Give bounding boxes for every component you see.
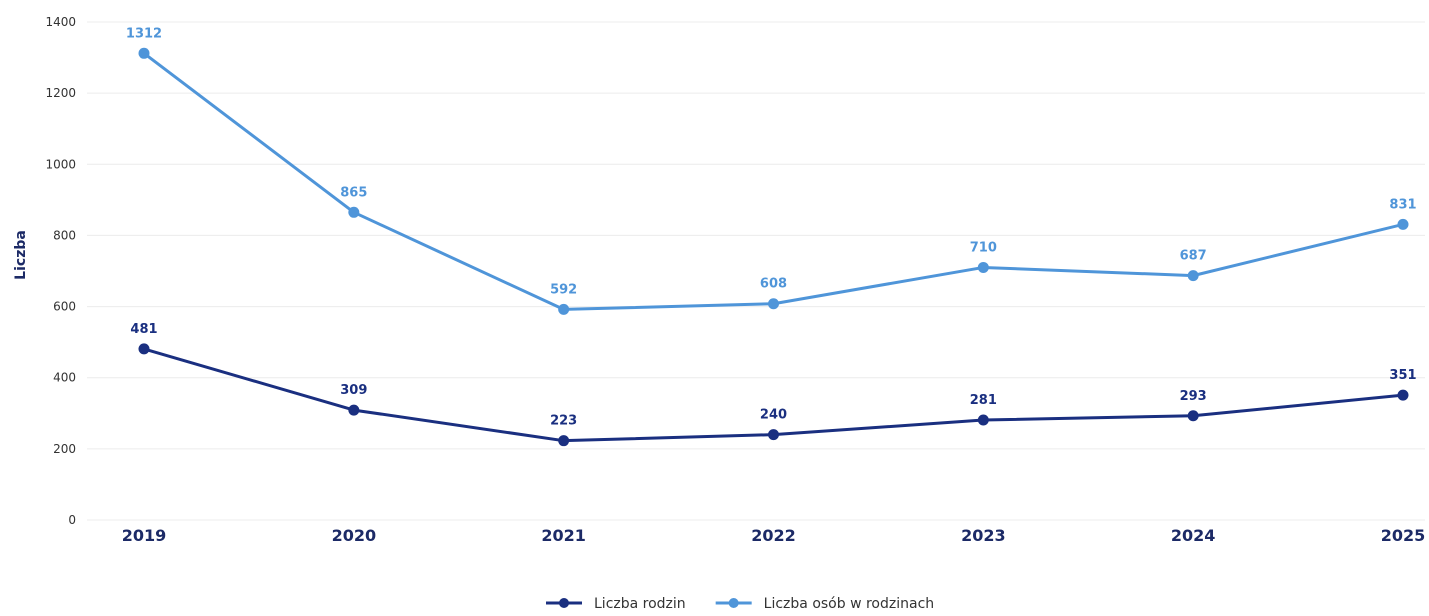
y-axis: 0 200 400 600 800 1000 1200 1400 [45, 15, 76, 527]
data-point-1-2022[interactable] [768, 429, 779, 441]
y-tick-label-1400: 1400 [45, 15, 76, 29]
data-label-2-2019: 1312 [126, 26, 162, 41]
x-tick-label-2023: 2023 [961, 526, 1006, 545]
series-line-1 [142, 347, 1405, 443]
legend-label-2: Liczba osób w rodzinach [764, 596, 934, 612]
legend-item-2[interactable]: Liczba osób w rodzinach [715, 596, 934, 612]
x-tick-label-2024: 2024 [1171, 526, 1216, 545]
x-tick-label-2025: 2025 [1381, 526, 1426, 545]
legend-item-1[interactable]: Liczba rodzin [546, 596, 686, 612]
legend-marker-2 [728, 598, 739, 608]
y-axis-label: Liczba [13, 230, 29, 280]
data-label-2-2022: 608 [760, 277, 787, 292]
data-point-1-2024[interactable] [1187, 410, 1199, 422]
x-tick-label-2019: 2019 [122, 526, 167, 545]
y-tick-label-0: 0 [68, 513, 76, 527]
data-label-1-2020: 309 [340, 383, 367, 398]
data-label-1-2024: 293 [1180, 389, 1207, 404]
y-tick-label-600: 600 [53, 300, 76, 314]
data-point-2-2023[interactable] [977, 261, 989, 273]
series: 481 309 223 240 281 293 351 1312 865 592 608 710 687… [126, 26, 1417, 447]
data-label-1-2021: 223 [550, 414, 577, 429]
y-tick-label-1000: 1000 [45, 157, 76, 171]
data-label-2-2021: 592 [550, 282, 577, 297]
y-tick-label-800: 800 [53, 228, 76, 242]
data-point-2-2025[interactable] [1397, 218, 1409, 230]
legend: Liczba rodzin Liczba osób w rodzinach [546, 596, 934, 612]
y-tick-label-1200: 1200 [45, 86, 76, 100]
gridlines [87, 21, 1425, 521]
data-point-2-2021[interactable] [558, 303, 570, 315]
y-tick-label-200: 200 [53, 442, 76, 456]
data-point-2-2024[interactable] [1187, 270, 1199, 282]
data-label-1-2023: 281 [970, 393, 997, 408]
data-label-1-2022: 240 [760, 408, 787, 423]
data-label-2-2020: 865 [340, 185, 367, 200]
data-point-2-2020[interactable] [348, 206, 360, 218]
x-tick-label-2021: 2021 [541, 526, 586, 545]
data-point-1-2020[interactable] [348, 404, 360, 416]
legend-marker-1 [559, 598, 569, 608]
data-point-2-2022[interactable] [768, 298, 779, 310]
series-line-2 [142, 51, 1405, 311]
data-point-1-2023[interactable] [977, 414, 989, 426]
data-point-1-2025[interactable] [1397, 389, 1409, 401]
legend-label-1: Liczba rodzin [594, 596, 686, 612]
series-1: 481 309 223 240 281 293 351 [130, 322, 1417, 447]
x-tick-label-2022: 2022 [751, 526, 796, 545]
data-label-2-2025: 831 [1389, 197, 1416, 212]
data-label-2-2023: 710 [970, 240, 997, 255]
y-tick-label-400: 400 [53, 371, 76, 385]
data-label-1-2019: 481 [130, 322, 157, 337]
x-tick-label-2020: 2020 [332, 526, 377, 545]
x-axis: 2019 2020 2021 2022 2023 2024 2025 [122, 526, 1426, 545]
data-point-2-2019[interactable] [138, 47, 150, 59]
data-point-1-2019[interactable] [138, 343, 150, 355]
data-label-1-2025: 351 [1389, 368, 1416, 383]
data-point-1-2021[interactable] [558, 435, 570, 447]
series-2: 1312 865 592 608 710 687 831 [126, 26, 1417, 315]
data-label-2-2024: 687 [1180, 249, 1207, 264]
